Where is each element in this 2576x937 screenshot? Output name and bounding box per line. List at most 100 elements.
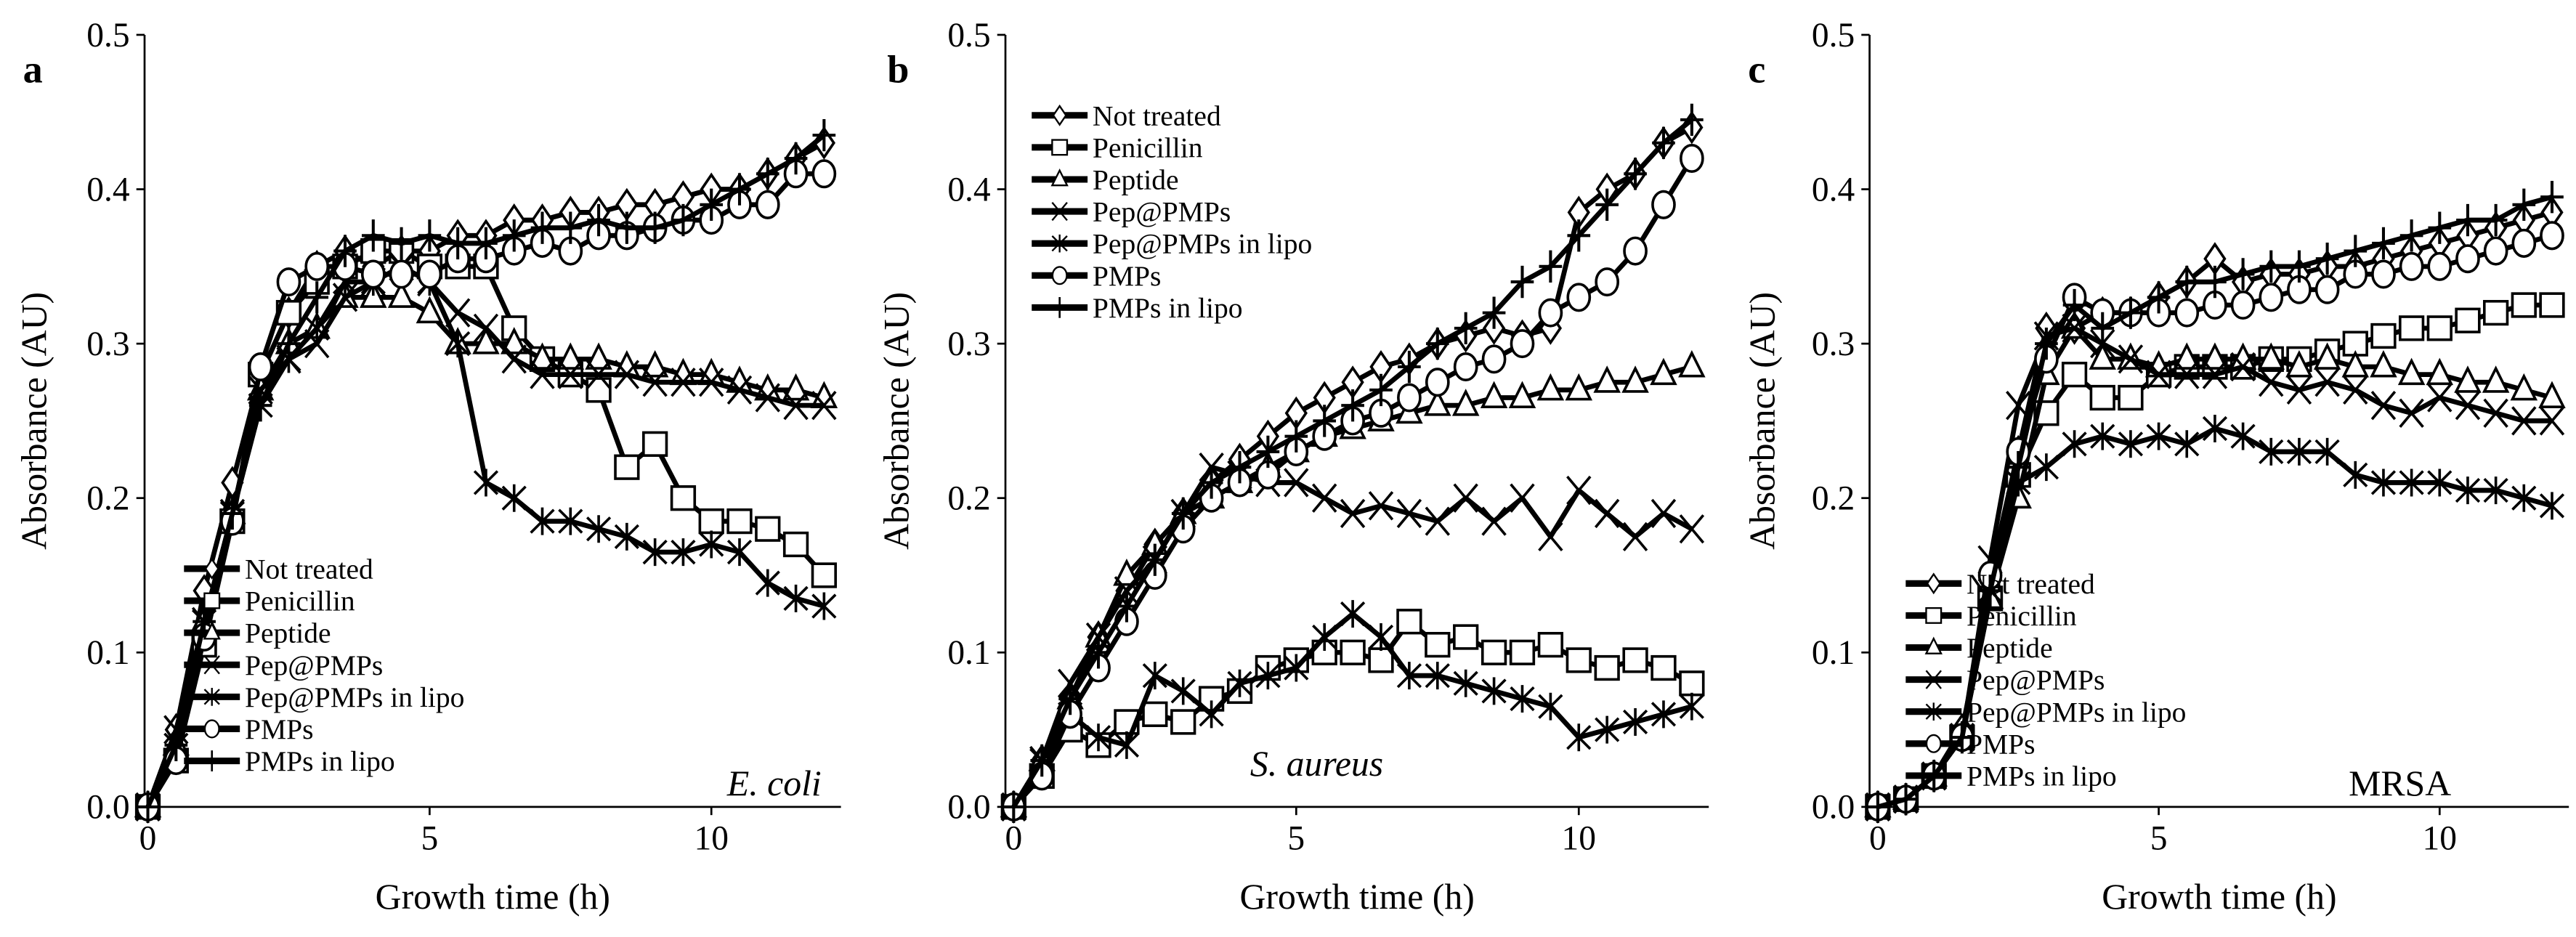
data-point	[1424, 389, 1451, 416]
x-tick-label: 5	[1287, 820, 1305, 858]
data-point	[2118, 384, 2144, 411]
y-tick-label: 0.0	[947, 789, 990, 827]
data-point	[756, 158, 779, 190]
data-point	[2371, 259, 2396, 289]
legend-label: Pep@PMPs	[245, 649, 383, 681]
data-point	[614, 522, 639, 551]
data-point	[728, 173, 751, 206]
data-point	[2426, 357, 2454, 386]
legend-item: PMPs	[184, 713, 314, 745]
legend-marker	[203, 592, 221, 609]
legend: Not treatedPenicillinPeptidePep@PMPsPep@…	[1905, 568, 2186, 792]
legend-item: Pep@PMPs	[1905, 664, 2105, 696]
data-point	[304, 251, 330, 281]
data-point	[1425, 632, 1451, 658]
data-point	[812, 118, 836, 152]
data-point	[1451, 389, 1480, 416]
legend-label: Penicillin	[245, 585, 355, 617]
data-point	[671, 538, 696, 567]
data-point	[1199, 700, 1224, 729]
data-point	[811, 562, 837, 588]
data-point	[1199, 466, 1223, 499]
data-point	[1622, 707, 1648, 736]
data-point	[2285, 349, 2313, 378]
legend-label: PMPs in lipo	[1093, 292, 1243, 324]
data-point	[501, 484, 527, 512]
data-point	[1453, 669, 1478, 697]
data-point	[1454, 312, 1478, 345]
data-point	[783, 584, 809, 612]
data-point	[2288, 250, 2311, 283]
legend: Not treatedPenicillinPeptidePep@PMPsPep@…	[1032, 100, 1312, 324]
data-point	[2061, 362, 2088, 388]
data-point	[2314, 368, 2340, 397]
legend-label: Pep@PMPs in lipo	[1093, 228, 1312, 260]
data-point	[1650, 498, 1677, 529]
data-point	[1623, 236, 1648, 266]
data-point	[2259, 368, 2284, 397]
data-point	[755, 516, 781, 542]
data-point	[1255, 662, 1281, 690]
data-point	[2175, 265, 2199, 299]
organism-label: S. aureus	[1250, 744, 1383, 784]
data-point	[2315, 243, 2339, 275]
legend-label: Pep@PMPs in lipo	[1967, 696, 2186, 728]
x-tick-label: 0	[1005, 820, 1022, 858]
x-axis-label: Growth time (h)	[376, 877, 610, 917]
data-point	[1621, 365, 1649, 393]
data-point	[500, 327, 528, 354]
data-point	[2119, 296, 2142, 329]
series-pmps-in-lipo	[1002, 103, 1704, 824]
data-point	[1679, 514, 1705, 544]
data-point	[1537, 632, 1564, 658]
data-point	[671, 203, 695, 237]
data-point	[2455, 307, 2481, 333]
data-point	[1978, 575, 2002, 607]
legend-marker	[1051, 266, 1068, 285]
data-point	[501, 344, 527, 374]
data-point	[2314, 437, 2340, 466]
data-point	[416, 296, 444, 324]
data-point	[1396, 609, 1422, 635]
data-point	[248, 352, 273, 382]
data-point	[2399, 468, 2424, 497]
data-point	[1087, 636, 1110, 669]
data-point	[698, 508, 724, 535]
data-point	[642, 538, 668, 567]
data-point	[1510, 329, 1535, 359]
data-point	[2343, 461, 2368, 489]
x-tick-label: 5	[2150, 820, 2168, 858]
data-point	[333, 235, 357, 267]
data-point	[2202, 415, 2228, 443]
data-point	[2231, 258, 2255, 291]
legend-label: Pep@PMPs	[1967, 664, 2105, 696]
legend-marker	[1926, 765, 1942, 787]
legend-label: Peptide	[1093, 164, 1179, 196]
data-point	[1482, 296, 1506, 329]
data-point	[2428, 211, 2452, 244]
y-tick-label: 0.1	[1812, 634, 1855, 672]
data-point	[1171, 497, 1195, 530]
data-point	[811, 391, 837, 421]
data-point	[221, 497, 244, 530]
x-tick-label: 5	[421, 820, 439, 858]
series-pmps-in-lipo	[136, 118, 836, 824]
legend-item: Pep@PMPs in lipo	[1905, 696, 2186, 728]
legend-label: Pep@PMPs	[1093, 196, 1231, 228]
data-point	[586, 515, 612, 543]
data-point	[699, 368, 724, 397]
data-point	[1453, 624, 1479, 650]
data-point	[1085, 723, 1111, 752]
data-point	[417, 259, 442, 289]
data-point	[2201, 342, 2229, 370]
data-point	[1142, 662, 1167, 690]
legend-label: Not treated	[245, 553, 373, 585]
data-point	[2146, 422, 2171, 450]
data-point	[2539, 292, 2565, 318]
data-point	[1453, 352, 1478, 382]
data-point	[2090, 422, 2115, 450]
legend-item: Not treated	[1032, 100, 1221, 131]
data-point	[2540, 221, 2564, 251]
data-point	[1678, 349, 1706, 378]
